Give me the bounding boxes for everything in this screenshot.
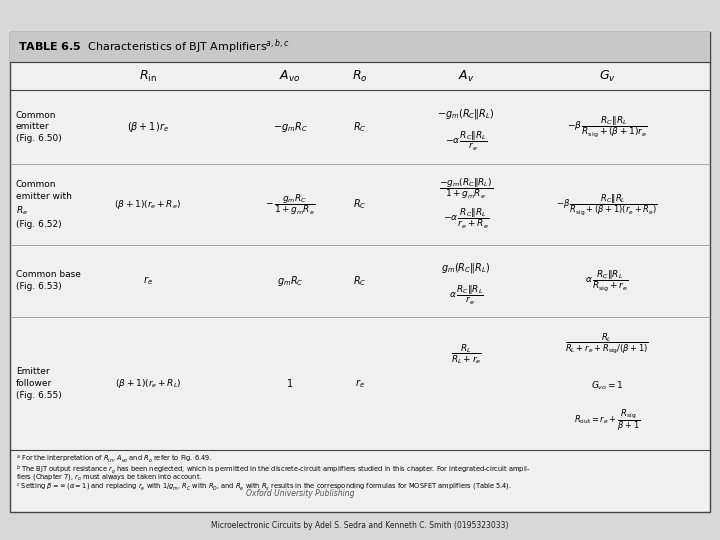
Text: $G_{vo}=1$: $G_{vo}=1$	[590, 380, 624, 393]
Text: Common base
(Fig. 6.53): Common base (Fig. 6.53)	[16, 271, 81, 291]
Text: $^b$ The BJT output resistance $r_o$ has been neglected, which is permitted in t: $^b$ The BJT output resistance $r_o$ has…	[16, 464, 531, 476]
Text: fiers (Chapter 7), $r_o$ must always be taken into account.: fiers (Chapter 7), $r_o$ must always be …	[16, 472, 202, 482]
Text: $\dfrac{R_L}{R_L+r_e+R_{\mathrm{sig}}/(\beta+1)}$: $\dfrac{R_L}{R_L+r_e+R_{\mathrm{sig}}/(\…	[565, 332, 649, 355]
Text: $-\beta\,\dfrac{R_C\|R_L}{R_{\mathrm{sig}}+(\beta+1)r_e}$: $-\beta\,\dfrac{R_C\|R_L}{R_{\mathrm{sig…	[567, 114, 647, 139]
Text: $^c$ Setting $\beta=\infty$ ($\alpha=1$) and replacing $r_e$ with $1/g_m$, $R_C$: $^c$ Setting $\beta=\infty$ ($\alpha=1$)…	[16, 482, 512, 493]
Text: Common
emitter with
$R_e$
(Fig. 6.52): Common emitter with $R_e$ (Fig. 6.52)	[16, 180, 72, 228]
Text: $-\,\dfrac{g_m R_C}{1+g_m R_e}$: $-\,\dfrac{g_m R_C}{1+g_m R_e}$	[265, 192, 315, 217]
Text: $1$: $1$	[287, 377, 294, 389]
Text: $R_{\mathrm{in}}$: $R_{\mathrm{in}}$	[139, 69, 157, 84]
Bar	[10, 32, 710, 62]
Text: $g_m(R_C\|R_L)$: $g_m(R_C\|R_L)$	[441, 261, 491, 275]
Text: $R_o$: $R_o$	[352, 69, 368, 84]
Text: $A_v$: $A_v$	[458, 69, 474, 84]
Text: $\dfrac{R_L}{R_L+r_e}$: $\dfrac{R_L}{R_L+r_e}$	[451, 342, 482, 366]
Text: $r_e$: $r_e$	[355, 377, 365, 390]
Text: $G_v$: $G_v$	[598, 69, 616, 84]
Text: $r_e$: $r_e$	[143, 274, 153, 287]
Text: $\alpha\,\dfrac{R_C\|R_L}{R_{\mathrm{sig}}+r_e}$: $\alpha\,\dfrac{R_C\|R_L}{R_{\mathrm{sig…	[585, 268, 629, 293]
Text: $^a$ For the interpretation of $R_{in}$, $A_{vo}$ and $R_o$ refer to Fig. 6.49.: $^a$ For the interpretation of $R_{in}$,…	[16, 454, 212, 465]
Text: $A_{vo}$: $A_{vo}$	[279, 69, 301, 84]
Text: $-g_m(R_C\|R_L)$: $-g_m(R_C\|R_L)$	[437, 106, 495, 120]
Text: $R_C$: $R_C$	[354, 120, 366, 134]
Text: $(\beta+1)r_e$: $(\beta+1)r_e$	[127, 120, 169, 134]
Text: $R_C$: $R_C$	[354, 274, 366, 288]
Text: $-\alpha\,\dfrac{R_C\|R_L}{r_e+R_e}$: $-\alpha\,\dfrac{R_C\|R_L}{r_e+R_e}$	[443, 207, 489, 231]
Text: $\dfrac{-g_m(R_C\|R_L)}{1+g_m R_e}$: $\dfrac{-g_m(R_C\|R_L)}{1+g_m R_e}$	[439, 176, 493, 200]
Text: Emitter
follower
(Fig. 6.55): Emitter follower (Fig. 6.55)	[16, 367, 62, 400]
Text: $(\beta+1)(r_e+R_L)$: $(\beta+1)(r_e+R_L)$	[114, 377, 181, 390]
Text: $-\beta\,\dfrac{R_C\|R_L}{R_{\mathrm{sig}}+(\beta+1)(r_e+R_e)}$: $-\beta\,\dfrac{R_C\|R_L}{R_{\mathrm{sig…	[556, 192, 658, 217]
Text: $\alpha\,\dfrac{R_C\|R_L}{r_e}$: $\alpha\,\dfrac{R_C\|R_L}{r_e}$	[449, 284, 483, 307]
Text: $g_m R_C$: $g_m R_C$	[276, 274, 303, 288]
Text: $\mathbf{TABLE\ 6.5}$  Characteristics of BJT Amplifiers$^{a,b,c}$: $\mathbf{TABLE\ 6.5}$ Characteristics of…	[18, 38, 290, 56]
Text: Common
emitter
(Fig. 6.50): Common emitter (Fig. 6.50)	[16, 111, 62, 143]
Text: Oxford University Publishing: Oxford University Publishing	[246, 489, 354, 498]
Bar	[10, 32, 710, 512]
Text: $-g_m R_C$: $-g_m R_C$	[273, 120, 307, 134]
Text: $-\alpha\,\dfrac{R_C\|R_L}{r_e}$: $-\alpha\,\dfrac{R_C\|R_L}{r_e}$	[445, 130, 487, 153]
Text: Microelectronic Circuits by Adel S. Sedra and Kenneth C. Smith (0195323033): Microelectronic Circuits by Adel S. Sedr…	[211, 522, 509, 530]
Text: $R_C$: $R_C$	[354, 198, 366, 211]
Text: $(\beta+1)(r_e+R_e)$: $(\beta+1)(r_e+R_e)$	[114, 198, 181, 211]
Text: $R_{\mathrm{out}}=r_e+\dfrac{R_{\mathrm{sig}}}{\beta+1}$: $R_{\mathrm{out}}=r_e+\dfrac{R_{\mathrm{…	[574, 408, 640, 434]
